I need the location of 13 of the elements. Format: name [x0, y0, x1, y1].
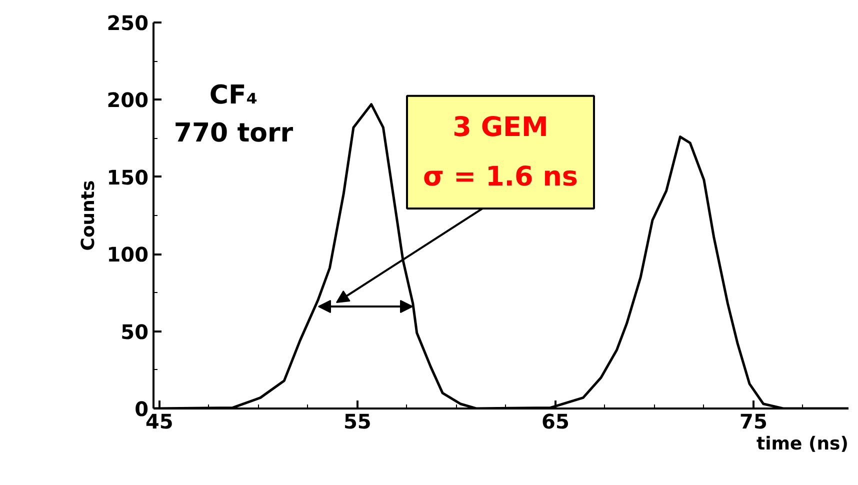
y-tick-label: 150	[106, 165, 148, 190]
y-axis-title: Counts	[78, 180, 99, 251]
annotation: CF₄ 770 torr	[174, 80, 294, 148]
y-tick-label: 200	[106, 88, 148, 112]
x-tick-label: 65	[542, 410, 570, 434]
y-tick-label: 0	[134, 397, 149, 421]
annotation: 3 GEM σ = 1.6 ns	[423, 112, 578, 192]
x-tick-label: 55	[344, 410, 372, 434]
y-tick-label: 50	[120, 320, 149, 344]
y-tick-label: 100	[106, 242, 148, 267]
y-tick-label: 250	[106, 11, 148, 35]
x-tick-label: 75	[740, 410, 768, 434]
x-axis-title: time (ns)	[756, 434, 849, 454]
